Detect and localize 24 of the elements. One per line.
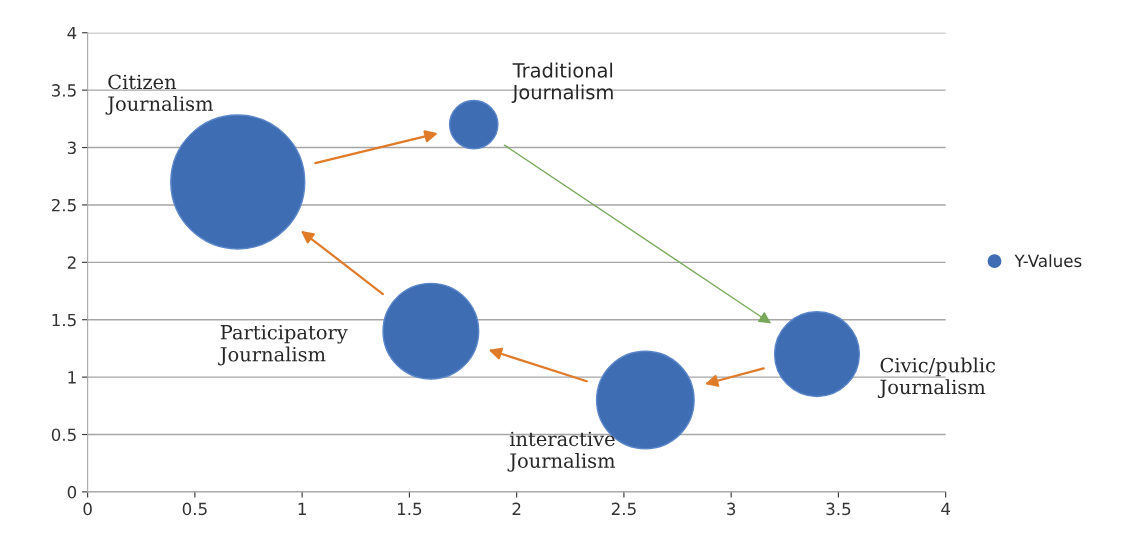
annotation: interactive Journalism — [507, 431, 616, 472]
y-tick-label: 2 — [67, 256, 76, 269]
legend-label: Y-Values — [1014, 254, 1082, 268]
y-tick-label: 0.5 — [51, 428, 76, 442]
x-tick-label: 0 — [83, 502, 92, 516]
annotation: Participatory Journalism — [218, 324, 348, 366]
x-tick-label: 4 — [941, 502, 951, 515]
y-tick-label: 1.5 — [52, 313, 76, 327]
annotation: Traditional Journalism — [511, 62, 613, 104]
x-tick-label: 2.5 — [611, 502, 636, 516]
y-tick-label: 4 — [67, 26, 77, 40]
x-tick-label: 1 — [298, 502, 306, 515]
x-tick-label: 3 — [727, 502, 736, 516]
y-tick-label: 3.5 — [51, 84, 76, 97]
annotation: Civic/public Journalism — [877, 357, 996, 399]
y-tick-label: 1 — [68, 371, 76, 384]
y-tick-label: 3 — [67, 141, 76, 155]
y-tick-label: 0 — [67, 485, 77, 499]
x-tick-label: 3.5 — [826, 502, 851, 516]
x-tick-label: 0.5 — [182, 502, 207, 516]
y-tick-label: 2.5 — [51, 198, 76, 212]
x-tick-label: 1.5 — [397, 502, 422, 516]
annotation: Citizen Journalism — [105, 74, 213, 115]
x-tick-label: 2 — [512, 502, 521, 515]
